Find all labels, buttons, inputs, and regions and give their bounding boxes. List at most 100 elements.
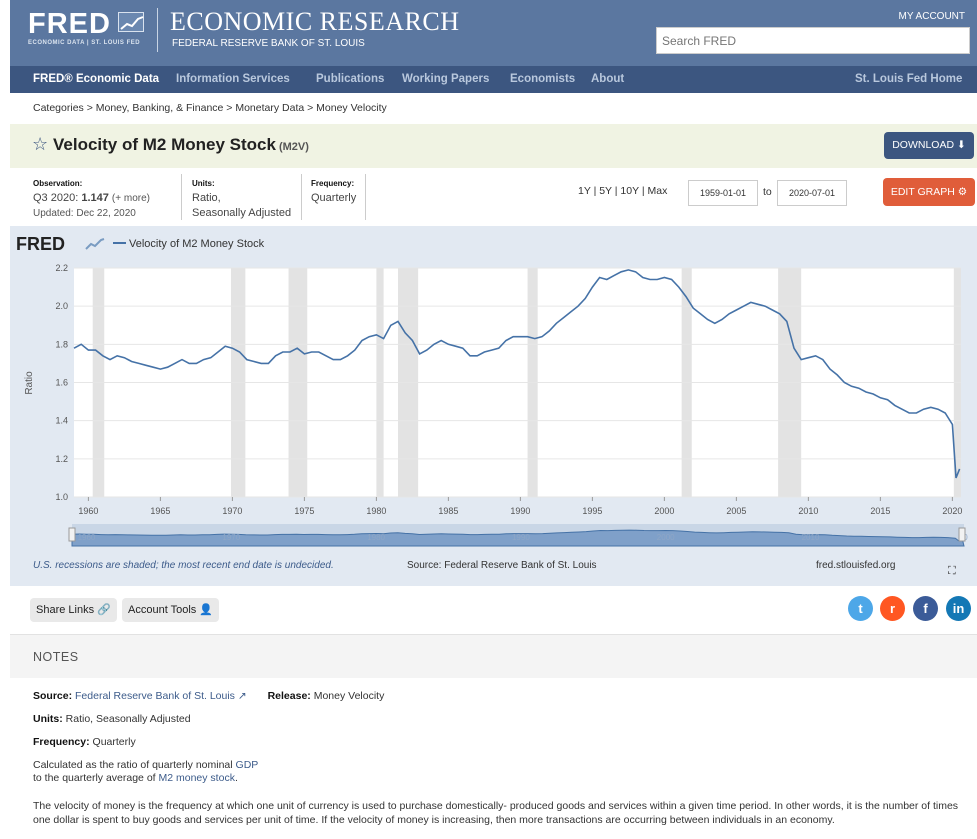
observation-value: 1.147 [81, 192, 109, 204]
link-icon: 🔗 [97, 604, 111, 616]
note-calc-text1: Calculated as the ratio of quarterly nom… [33, 759, 233, 771]
search-input[interactable] [656, 27, 970, 54]
federal-reserve-subtitle: FEDERAL RESERVE BANK OF ST. LOUIS [172, 38, 365, 49]
facebook-icon[interactable]: f [913, 596, 938, 621]
x-tick-label: 1965 [150, 506, 170, 516]
x-tick-label: 1995 [582, 506, 602, 516]
nav-information-services[interactable]: Information Services [176, 73, 290, 85]
x-tick-label: 1975 [294, 506, 314, 516]
units-block: Units: Ratio, Seasonally Adjusted [192, 176, 291, 221]
y-tick-label: 2.2 [55, 263, 68, 273]
recession-note: U.S. recessions are shaded; the most rec… [33, 560, 334, 571]
meta-divider [181, 174, 182, 220]
meta-divider [301, 174, 302, 220]
note-calc-line1: Calculated as the ratio of quarterly nom… [33, 759, 258, 771]
star-icon[interactable]: ☆ [32, 134, 49, 154]
x-tick-label: 2000 [654, 506, 674, 516]
y-tick-label: 1.8 [55, 339, 68, 349]
chart-svg[interactable]: FRED Velocity of M2 Money Stock 1.01.21.… [10, 226, 977, 556]
note-frequency: Frequency: Quarterly [33, 736, 136, 748]
note-gdp-link[interactable]: GDP [235, 759, 259, 771]
share-links-button[interactable]: Share Links 🔗 [30, 598, 117, 622]
chart-site: fred.stlouisfed.org [816, 560, 896, 571]
navigator-handle-right[interactable] [958, 527, 966, 542]
chart-gridlines [74, 267, 961, 498]
fred-logo-chart-icon [118, 12, 144, 32]
note-source-link[interactable]: Federal Reserve Bank of St. Louis [75, 690, 235, 702]
site-header: FRED ECONOMIC DATA | ST. LOUIS FED ECONO… [10, 0, 977, 66]
navigator-label: 1980 [367, 533, 385, 542]
nav-economists[interactable]: Economists [510, 73, 576, 85]
observation-line: Q3 2020: 1.147 (+ more) [33, 191, 150, 206]
range-links[interactable]: 1Y | 5Y | 10Y | Max [578, 185, 668, 197]
my-account-link[interactable]: MY ACCOUNT [898, 11, 966, 22]
economic-research-title[interactable]: ECONOMIC RESEARCH [170, 7, 460, 36]
y-tick-label: 1.2 [55, 454, 68, 464]
edit-graph-label: EDIT GRAPH [890, 186, 955, 198]
x-tick-label: 2020 [942, 506, 962, 516]
navigator-label: 2000 [657, 533, 675, 542]
download-icon: ⬇ [956, 139, 966, 151]
y-tick-label: 1.6 [55, 378, 68, 388]
note-units-label: Units: [33, 713, 63, 725]
note-description: The velocity of money is the frequency a… [33, 800, 959, 826]
note-release-label: Release: [267, 690, 311, 702]
breadcrumb[interactable]: Categories > Money, Banking, & Finance >… [33, 102, 387, 114]
note-units-value: Ratio, Seasonally Adjusted [65, 713, 191, 725]
note-release-link[interactable]: Money Velocity [313, 690, 385, 702]
edit-graph-button[interactable]: EDIT GRAPH ⚙ [883, 178, 975, 206]
to-label: to [763, 186, 772, 198]
series-title: Velocity of M2 Money Stock (M2V) [53, 135, 309, 155]
x-tick-label: 1980 [366, 506, 386, 516]
chart-panel: FRED Velocity of M2 Money Stock 1.0 1.2 1.… [10, 226, 977, 586]
series-code: (M2V) [278, 141, 309, 153]
nav-working-papers[interactable]: Working Papers [402, 73, 490, 85]
fullscreen-icon[interactable]: ⛶ [948, 565, 956, 577]
gear-icon: ⚙ [957, 186, 968, 198]
note-source: Source: Federal Reserve Bank of St. Loui… [33, 690, 384, 702]
account-tools-button[interactable]: Account Tools 👤 [122, 598, 220, 622]
nav-publications[interactable]: Publications [316, 73, 385, 85]
legend-series-name: Velocity of M2 Money Stock [129, 238, 265, 250]
navigator-handle-left[interactable] [68, 527, 76, 542]
logo-divider [157, 8, 158, 52]
note-calc-line2: to the quarterly average of M2 money sto… [33, 772, 238, 784]
x-tick-label: 1990 [510, 506, 530, 516]
y-axis-label: Ratio [24, 371, 35, 395]
observation-period: Q3 2020: [33, 192, 79, 204]
note-units: Units: Ratio, Seasonally Adjusted [33, 713, 191, 725]
x-tick-label: 2005 [726, 506, 746, 516]
observation-more-link[interactable]: (+ more) [111, 193, 150, 204]
share-links-label: Share Links [36, 604, 95, 616]
notes-header: NOTES [10, 634, 977, 678]
legend-fred-chart-icon [85, 238, 105, 250]
reddit-icon[interactable]: r [880, 596, 905, 621]
download-label: DOWNLOAD [892, 139, 955, 151]
frequency-block: Frequency: Quarterly [311, 176, 356, 206]
series-title-bar: ☆ Velocity of M2 Money Stock (M2V) DOWNLO… [10, 124, 977, 168]
x-tick-label: 1985 [438, 506, 458, 516]
frequency-value: Quarterly [311, 192, 357, 204]
nav-about[interactable]: About [591, 73, 625, 85]
external-link-icon: ↗ [237, 690, 247, 702]
twitter-icon[interactable]: t [848, 596, 873, 621]
linkedin-icon[interactable]: in [946, 596, 971, 621]
note-frequency-label: Frequency: [33, 736, 90, 748]
note-calc-period: . [234, 772, 238, 784]
nav-st-louis-fed-home[interactable]: St. Louis Fed Home [855, 73, 963, 85]
nav-fred-economic-data[interactable]: FRED® Economic Data [33, 73, 160, 85]
note-m2-link[interactable]: M2 money stock [158, 772, 235, 784]
series-line-m2v[interactable] [73, 269, 961, 479]
observation-label: Observation: [33, 179, 83, 188]
navigator-label: 1960 [78, 533, 96, 542]
end-date-input[interactable]: 2020-07-01 [777, 180, 847, 206]
range-navigator[interactable]: 19601970198019902000201020 [68, 524, 968, 547]
y-tick-label: 1.0 [55, 492, 68, 502]
series-title-text: Velocity of M2 Money Stock [53, 135, 276, 154]
start-date-input[interactable]: 1959-01-01 [688, 180, 758, 206]
download-button[interactable]: DOWNLOAD ⬇ [884, 132, 974, 159]
x-tick-label: 1960 [78, 506, 98, 516]
fred-logo[interactable]: FRED [28, 8, 111, 40]
series-meta: Observation: Q3 2020: 1.147 (+ more) Upd… [10, 168, 977, 226]
navigator-label: 1970 [222, 533, 240, 542]
